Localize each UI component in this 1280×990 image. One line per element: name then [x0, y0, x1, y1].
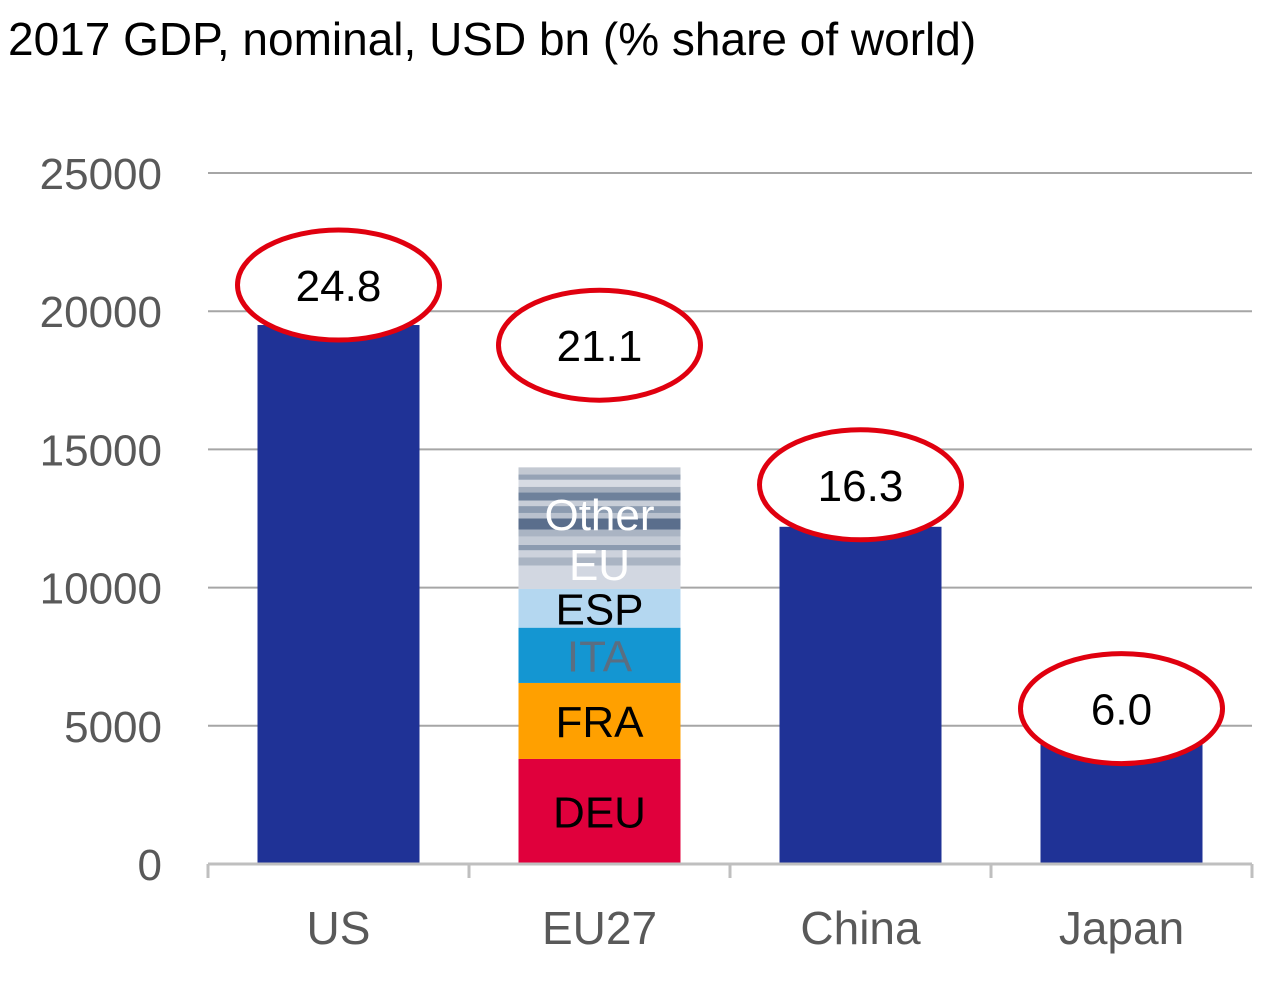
eu-segment-label: FRA — [556, 698, 645, 747]
eu-segment-other — [518, 550, 681, 558]
eu-segment-other — [518, 557, 681, 566]
eu-segment-label: ESP — [555, 585, 643, 634]
y-tick-label: 5000 — [64, 703, 162, 752]
y-tick-label: 25000 — [40, 150, 162, 199]
y-axis-tick-labels: 0 5000 10000 15000 20000 25000 — [40, 150, 162, 890]
share-label: 24.8 — [296, 262, 382, 311]
eu-segment-other — [518, 529, 681, 537]
share-ellipse — [1018, 651, 1225, 767]
x-category-label: Japan — [1059, 902, 1184, 954]
eu-segment-label: ITA — [567, 632, 633, 681]
eu-segment-other — [518, 474, 681, 480]
eu-segment-other — [518, 565, 681, 589]
eu-segment-other — [518, 467, 681, 475]
eu-segment-other — [518, 506, 681, 513]
share-annotations: 24.8 21.1 16.3 6.0 — [235, 227, 1225, 767]
eu-segment-ita — [518, 627, 681, 683]
eu-segment-other — [518, 500, 681, 507]
y-tick-label: 15000 — [40, 426, 162, 475]
chart-title: 2017 GDP, nominal, USD bn (% share of wo… — [8, 13, 977, 65]
x-category-label: China — [800, 902, 921, 954]
bar-china — [779, 526, 942, 864]
eu-other-label: Other — [544, 491, 654, 540]
y-tick-label: 10000 — [40, 565, 162, 614]
eu-segment-fra — [518, 682, 681, 759]
share-ellipse — [235, 227, 442, 343]
eu-segment-other — [518, 486, 681, 493]
x-category-label: US — [307, 902, 371, 954]
share-label: 16.3 — [818, 462, 904, 511]
share-ellipse — [757, 427, 964, 543]
eu-segment-other — [518, 518, 681, 530]
x-category-label: EU27 — [542, 902, 657, 954]
share-ellipse — [496, 287, 703, 403]
bar-us — [257, 325, 420, 864]
x-axis: US EU27 China Japan — [206, 862, 1254, 954]
share-label: 21.1 — [557, 322, 643, 371]
eu-segment-other — [518, 479, 681, 487]
eu-segment-other — [518, 512, 681, 519]
eu-segment-other — [518, 544, 681, 551]
y-tick-label: 0 — [138, 841, 162, 890]
eu-segment-other — [518, 536, 681, 545]
eu-segment-esp — [518, 588, 681, 628]
eu-segment-other — [518, 492, 681, 501]
eu-other-label: EU — [569, 541, 630, 590]
eu-segment-deu — [518, 758, 681, 864]
y-tick-label: 20000 — [40, 288, 162, 337]
eu-segment-label: DEU — [553, 788, 646, 837]
share-label: 6.0 — [1091, 686, 1152, 735]
